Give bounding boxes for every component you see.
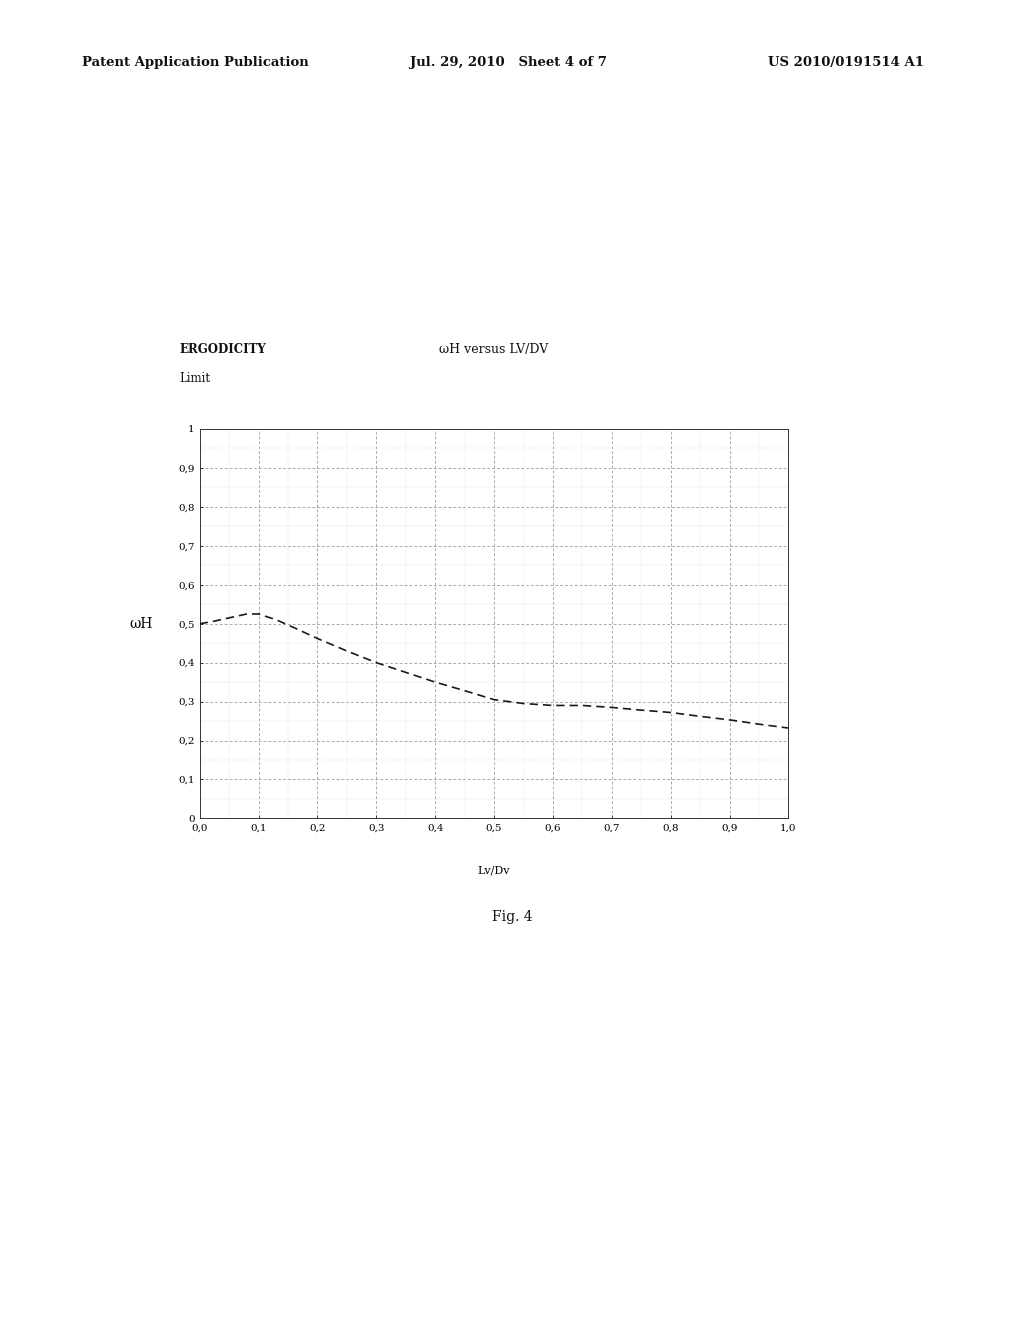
Text: ωH versus LV/DV: ωH versus LV/DV [439, 343, 549, 356]
Text: US 2010/0191514 A1: US 2010/0191514 A1 [768, 55, 924, 69]
Text: Lv/Dv: Lv/Dv [478, 865, 510, 875]
Text: Fig. 4: Fig. 4 [492, 911, 532, 924]
Text: Limit: Limit [179, 372, 210, 385]
Text: ERGODICITY: ERGODICITY [179, 343, 266, 356]
Text: ωH: ωH [129, 616, 153, 631]
Text: Jul. 29, 2010   Sheet 4 of 7: Jul. 29, 2010 Sheet 4 of 7 [410, 55, 606, 69]
Text: Patent Application Publication: Patent Application Publication [82, 55, 308, 69]
